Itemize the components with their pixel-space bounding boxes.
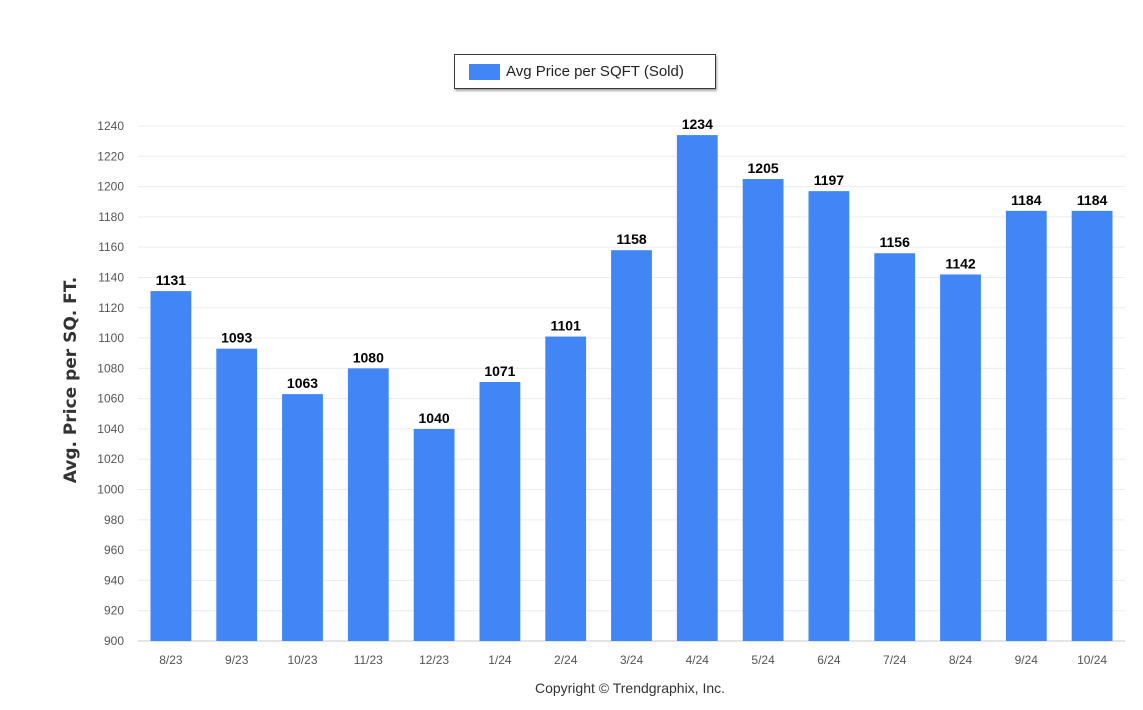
- bar: [808, 191, 850, 641]
- x-tick-label: 10/24: [1077, 653, 1107, 667]
- bar: [1005, 210, 1047, 641]
- x-tick-label: 7/24: [883, 653, 907, 667]
- bar: [413, 428, 455, 641]
- bars-layer: [150, 135, 1113, 642]
- data-label: 1093: [221, 330, 252, 346]
- data-label: 1040: [419, 410, 450, 426]
- x-tick-label: 3/24: [620, 653, 644, 667]
- y-tick-label: 940: [104, 573, 124, 587]
- y-tick-label: 900: [104, 634, 124, 648]
- y-tick-label: 1240: [97, 119, 124, 133]
- x-tick-label: 4/24: [686, 653, 710, 667]
- bar: [347, 368, 389, 641]
- y-tick-label: 1100: [98, 331, 124, 345]
- data-label: 1080: [353, 349, 384, 365]
- y-tick-label: 1040: [97, 422, 124, 436]
- x-tick-label: 8/24: [949, 653, 973, 667]
- bar: [150, 291, 192, 641]
- y-tick-label: 1220: [97, 149, 124, 163]
- data-label: 1234: [682, 116, 713, 132]
- bar: [611, 250, 652, 642]
- x-axis-ticks: 8/23 9/23 10/23 11/23 12/23 1/24 2/24 3/24 4/24 5…: [159, 653, 1107, 667]
- data-label: 1158: [616, 231, 647, 247]
- legend: Avg Price per SQFT (Sold): [454, 54, 716, 89]
- y-tick-label: 1140: [98, 270, 124, 284]
- bar: [216, 348, 258, 641]
- bar: [282, 394, 323, 641]
- x-tick-label: 8/23: [159, 653, 183, 667]
- bar: [940, 274, 981, 641]
- data-label: 1142: [945, 255, 976, 271]
- data-label: 1197: [814, 172, 845, 188]
- y-tick-label: 960: [104, 543, 124, 557]
- bar: [545, 336, 587, 641]
- bar: [742, 179, 784, 641]
- data-label: 1156: [880, 234, 911, 250]
- legend-label: Avg Price per SQFT (Sold): [506, 63, 684, 80]
- data-label: 1184: [1077, 192, 1108, 208]
- copyright-text: Copyright © Trendgraphix, Inc.: [534, 680, 726, 696]
- x-tick-label: 6/24: [817, 653, 841, 667]
- y-tick-label: 1060: [97, 392, 124, 406]
- x-tick-label: 9/24: [1015, 653, 1039, 667]
- data-label: 1184: [1011, 192, 1042, 208]
- x-tick-label: 12/23: [419, 653, 449, 667]
- y-axis-ticks: 900 920 940 960 980 1000 1020 1040 1060 1080 1100 1…: [97, 119, 124, 648]
- bar: [479, 381, 521, 641]
- y-tick-label: 1200: [97, 180, 124, 194]
- data-label: 1205: [748, 160, 779, 176]
- data-label: 1071: [484, 363, 515, 379]
- x-tick-label: 5/24: [751, 653, 775, 667]
- y-tick-label: 1120: [98, 301, 124, 315]
- data-label: 1131: [156, 272, 187, 288]
- y-tick-label: 980: [104, 513, 124, 527]
- bar: [1071, 210, 1113, 641]
- legend-swatch: [469, 63, 500, 80]
- x-tick-label: 11/23: [354, 653, 383, 667]
- y-tick-label: 1000: [97, 483, 124, 497]
- y-tick-label: 920: [104, 604, 124, 618]
- data-label: 1063: [287, 375, 318, 391]
- data-label: 1101: [551, 318, 582, 334]
- y-tick-label: 1080: [97, 361, 124, 375]
- y-tick-label: 1020: [97, 452, 124, 466]
- data-labels-layer: 1131 1093 1063 1080 1040 1071 1101 1158 1234 1205…: [156, 116, 1108, 426]
- y-tick-label: 1180: [98, 210, 124, 224]
- x-tick-label: 1/24: [488, 653, 512, 667]
- y-tick-label: 1160: [98, 240, 124, 254]
- bar: [676, 135, 718, 641]
- x-tick-label: 10/23: [287, 653, 317, 667]
- x-tick-label: 2/24: [554, 653, 578, 667]
- bar: [874, 253, 916, 641]
- x-tick-label: 9/23: [225, 653, 249, 667]
